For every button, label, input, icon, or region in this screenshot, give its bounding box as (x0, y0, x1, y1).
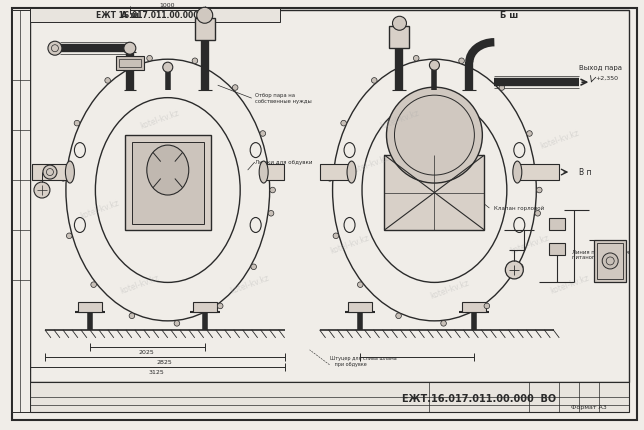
Text: +2,350: +2,350 (595, 76, 618, 81)
Bar (116, 56, 144, 70)
Circle shape (232, 85, 238, 90)
Text: kotel-kv.kz: kotel-kv.kz (119, 273, 160, 296)
Text: 3125: 3125 (149, 370, 165, 375)
Ellipse shape (327, 53, 542, 327)
Bar (119, 59, 141, 67)
Text: Отбор пара на
собственные нужды: Отбор пара на собственные нужды (254, 93, 312, 104)
Bar (517, 164, 559, 180)
Ellipse shape (347, 161, 356, 183)
Circle shape (341, 120, 346, 126)
Circle shape (440, 320, 446, 326)
Text: kotel-kv.kz: kotel-kv.kz (538, 129, 580, 151)
Circle shape (459, 58, 464, 64)
Text: 2825: 2825 (157, 360, 173, 366)
Text: kotel-kv.kz: kotel-kv.kz (79, 199, 120, 221)
Circle shape (269, 210, 274, 216)
Bar (348, 302, 372, 312)
Circle shape (105, 77, 110, 83)
Circle shape (196, 7, 213, 23)
Text: kotel-kv.kz: kotel-kv.kz (379, 109, 421, 131)
Bar (30, 10, 629, 382)
Text: kotel-kv.kz: kotel-kv.kz (139, 109, 180, 131)
Circle shape (430, 60, 439, 70)
Bar (125, 135, 211, 230)
Text: Линия подключения
питаного насоса: Линия подключения питаного насоса (573, 249, 629, 260)
Text: kotel-kv.kz: kotel-kv.kz (429, 279, 470, 301)
Text: В п: В п (579, 168, 592, 177)
Text: kotel-kv.kz: kotel-kv.kz (549, 273, 590, 296)
Circle shape (602, 253, 618, 269)
Ellipse shape (513, 161, 522, 183)
Bar (384, 155, 484, 230)
Text: ЕЖТ 16.017.011.00.000 ВО: ЕЖТ 16.017.011.00.000 ВО (96, 11, 213, 20)
Bar (132, 142, 204, 224)
Circle shape (192, 58, 198, 64)
Bar (263, 164, 283, 180)
Circle shape (518, 264, 523, 270)
Text: kotel-kv.kz: kotel-kv.kz (348, 154, 390, 176)
Text: kotel-kv.kz: kotel-kv.kz (509, 234, 550, 256)
Ellipse shape (147, 145, 189, 195)
Bar (12, 10, 30, 412)
Circle shape (147, 55, 153, 61)
Circle shape (392, 16, 406, 30)
Circle shape (66, 233, 72, 239)
Circle shape (396, 313, 401, 319)
Bar (462, 302, 486, 312)
Circle shape (499, 85, 505, 90)
Circle shape (484, 303, 489, 309)
Text: kotel-kv.kz: kotel-kv.kz (328, 234, 370, 256)
Circle shape (535, 210, 540, 216)
Circle shape (333, 233, 339, 239)
Bar (390, 26, 410, 48)
Circle shape (74, 120, 80, 126)
Circle shape (43, 165, 57, 179)
Text: kotel-kv.kz: kotel-kv.kz (229, 273, 270, 296)
Circle shape (61, 175, 66, 181)
Bar (549, 218, 565, 230)
Circle shape (124, 42, 136, 54)
Bar (594, 240, 626, 282)
Circle shape (174, 320, 180, 326)
Text: 1000: 1000 (159, 3, 175, 8)
Text: ЕЖТ.16.017.011.00.000  ВО: ЕЖТ.16.017.011.00.000 ВО (402, 394, 556, 404)
Ellipse shape (66, 161, 75, 183)
Text: Лючки для обдувки: Лючки для обдувки (254, 160, 312, 165)
Bar (597, 243, 623, 279)
Circle shape (372, 77, 377, 83)
Text: Б ш: Б ш (500, 11, 518, 20)
Circle shape (129, 313, 135, 319)
Circle shape (413, 55, 419, 61)
Text: Выход пара: Выход пара (579, 65, 622, 71)
Text: Клапан горловой: Клапан горловой (495, 206, 545, 211)
Bar (32, 164, 70, 180)
Ellipse shape (61, 53, 275, 327)
Bar (78, 302, 102, 312)
Text: 2025: 2025 (139, 350, 155, 355)
Circle shape (506, 261, 524, 279)
Bar (30, 8, 279, 22)
Circle shape (251, 264, 256, 270)
Bar (549, 243, 565, 255)
Text: А ш: А ш (120, 11, 139, 20)
Circle shape (357, 282, 363, 288)
Circle shape (34, 182, 50, 198)
Text: Штуцер для слива шлама
   при обдувке: Штуцер для слива шлама при обдувке (330, 356, 396, 367)
Bar (319, 164, 352, 180)
Bar (194, 18, 214, 40)
Circle shape (327, 175, 333, 181)
Circle shape (91, 282, 97, 288)
Circle shape (527, 131, 532, 136)
Ellipse shape (259, 161, 268, 183)
Circle shape (270, 187, 276, 193)
Bar (193, 302, 217, 312)
Text: Формат А3: Формат А3 (571, 405, 607, 410)
Circle shape (386, 87, 482, 183)
Circle shape (260, 131, 265, 136)
Circle shape (218, 303, 223, 309)
Circle shape (536, 187, 542, 193)
Circle shape (48, 41, 62, 55)
Bar (30, 382, 629, 412)
Circle shape (163, 62, 173, 72)
